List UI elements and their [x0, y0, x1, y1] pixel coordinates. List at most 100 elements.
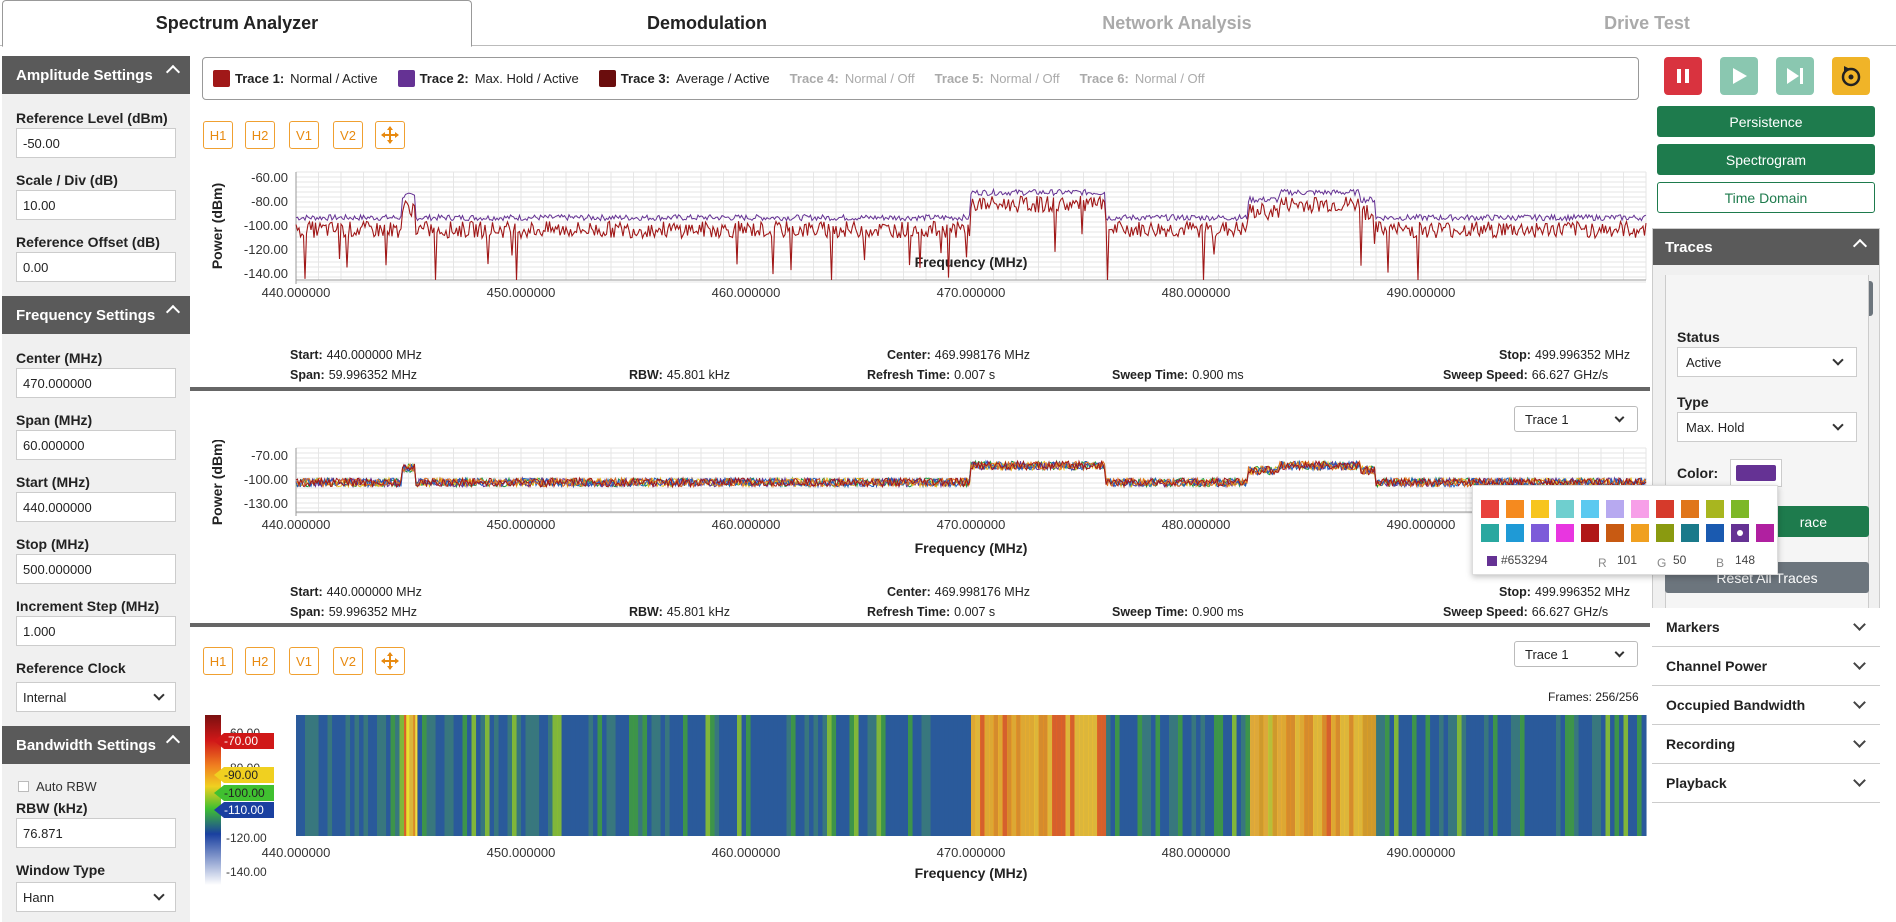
accordion-occupied-bandwidth[interactable]: Occupied Bandwidth: [1652, 686, 1880, 725]
trace-select-2[interactable]: Trace 1: [1514, 641, 1638, 667]
b-label: B: [1716, 556, 1725, 570]
r-label: R: [1598, 556, 1607, 570]
marker-v2-button[interactable]: V2: [333, 121, 363, 149]
color-swatch[interactable]: [1556, 524, 1574, 542]
type-select[interactable]: Max. Hold: [1677, 412, 1857, 442]
accordion-playback[interactable]: Playback: [1652, 764, 1880, 803]
color-swatch[interactable]: [1506, 524, 1524, 542]
color-swatch[interactable]: [1531, 524, 1549, 542]
color-swatch[interactable]: [1531, 500, 1549, 518]
increment-input[interactable]: 1.000: [16, 616, 176, 646]
color-swatch[interactable]: [1506, 500, 1524, 518]
color-swatch[interactable]: [1606, 524, 1624, 542]
ref-level-input[interactable]: -50.00: [16, 128, 176, 158]
move-button[interactable]: [375, 121, 405, 149]
time-domain-button[interactable]: Time Domain: [1657, 182, 1875, 213]
colorbar-threshold-tag[interactable]: -100.00: [214, 785, 274, 801]
color-swatch[interactable]: [1631, 500, 1649, 518]
color-swatch[interactable]: [1706, 500, 1724, 518]
status-select[interactable]: Active: [1677, 347, 1857, 377]
bandwidth-settings-header[interactable]: Bandwidth Settings: [2, 726, 190, 764]
color-swatch[interactable]: [1481, 500, 1499, 518]
colorbar-threshold-tag[interactable]: -70.00: [214, 733, 274, 749]
amplitude-settings-header[interactable]: Amplitude Settings: [2, 56, 190, 94]
color-swatch[interactable]: [1481, 524, 1499, 542]
center-input[interactable]: 470.000000: [16, 368, 176, 398]
frequency-settings-header[interactable]: Frequency Settings: [2, 296, 190, 334]
trace-1-line: [295, 194, 1647, 281]
r-value[interactable]: 101: [1617, 553, 1638, 567]
chevron-up-icon: [165, 734, 181, 750]
legend-item-trace-2[interactable]: Trace 2: Max. Hold / Active: [397, 70, 579, 87]
legend-item-trace-4[interactable]: Trace 4: Normal / Off: [790, 71, 915, 86]
legend-item-trace-6[interactable]: Trace 6: Normal / Off: [1080, 71, 1205, 86]
color-swatch[interactable]: [1581, 524, 1599, 542]
reset-button[interactable]: [1832, 57, 1870, 95]
tab-drive-test[interactable]: Drive Test: [1604, 12, 1690, 33]
window-type-select[interactable]: Hann: [16, 882, 176, 912]
spectrogram-image: [296, 715, 1647, 836]
start-input[interactable]: 440.000000: [16, 492, 176, 522]
rbw-input[interactable]: 76.871: [16, 818, 176, 848]
traces-header[interactable]: Traces: [1653, 229, 1879, 265]
accordion-recording[interactable]: Recording: [1652, 725, 1880, 764]
spectrogram-button[interactable]: Spectrogram: [1657, 144, 1875, 175]
trace-legend: Trace 1: Normal / Active Trace 2: Max. Hold…: [202, 57, 1639, 100]
color-swatch[interactable]: [1556, 500, 1574, 518]
legend-item-trace-3[interactable]: Trace 3: Average / Active: [598, 70, 770, 87]
trace-select-1[interactable]: Trace 1: [1514, 406, 1638, 432]
accordion-markers[interactable]: Markers: [1652, 608, 1880, 647]
color-swatch[interactable]: [1581, 500, 1599, 518]
colorbar-threshold-tag[interactable]: -90.00: [214, 767, 274, 783]
color-swatch[interactable]: [1656, 524, 1674, 542]
y-tick-label: -130.00: [244, 496, 288, 511]
move-button[interactable]: [375, 647, 405, 675]
marker-h1-button[interactable]: H1: [203, 121, 233, 149]
color-swatch[interactable]: [1706, 524, 1724, 542]
color-swatch[interactable]: [1606, 500, 1624, 518]
x-tick-label: 480.000000: [1162, 285, 1231, 300]
span-input[interactable]: 60.000000: [16, 430, 176, 460]
ref-offset-input[interactable]: 0.00: [16, 252, 176, 282]
hex-value[interactable]: #653294: [1501, 553, 1548, 567]
color-swatch[interactable]: [1731, 500, 1749, 518]
color-swatch[interactable]: [1756, 524, 1774, 542]
color-swatch-button[interactable]: [1730, 459, 1782, 487]
b-value[interactable]: 148: [1735, 553, 1756, 567]
legend-item-trace-5[interactable]: Trace 5: Normal / Off: [935, 71, 1060, 86]
skip-forward-icon: [1787, 68, 1803, 84]
g-label: G: [1657, 556, 1667, 570]
persistence-button[interactable]: Persistence: [1657, 106, 1875, 137]
g-value[interactable]: 50: [1673, 553, 1687, 567]
color-swatch[interactable]: [1631, 524, 1649, 542]
accordion-label: Occupied Bandwidth: [1666, 697, 1806, 713]
marker-h1-button[interactable]: H1: [203, 647, 233, 675]
marker-v1-button[interactable]: V1: [289, 121, 319, 149]
legend-item-trace-1[interactable]: Trace 1: Normal / Active: [213, 70, 378, 87]
tab-network-analysis[interactable]: Network Analysis: [1102, 12, 1252, 33]
color-swatch[interactable]: [1656, 500, 1674, 518]
ref-clock-select[interactable]: Internal: [16, 682, 176, 712]
x-tick-label: 470.000000: [937, 845, 1006, 860]
color-swatch[interactable]: [1681, 500, 1699, 518]
scale-div-input[interactable]: 10.00: [16, 190, 176, 220]
accordion-channel-power[interactable]: Channel Power: [1652, 647, 1880, 686]
stop-input[interactable]: 500.000000: [16, 554, 176, 584]
marker-v1-button[interactable]: V1: [289, 647, 319, 675]
resize-divider[interactable]: [190, 623, 1650, 627]
resize-divider[interactable]: [190, 387, 1650, 391]
marker-h2-button[interactable]: H2: [245, 121, 275, 149]
stop-label: Stop (MHz): [16, 536, 90, 552]
marker-v2-button[interactable]: V2: [333, 647, 363, 675]
marker-h2-button[interactable]: H2: [245, 647, 275, 675]
pause-button[interactable]: [1664, 57, 1702, 95]
tab-spectrum-analyzer[interactable]: Spectrum Analyzer: [2, 0, 472, 47]
color-swatch[interactable]: [1681, 524, 1699, 542]
tab-demodulation[interactable]: Demodulation: [647, 12, 767, 33]
x-axis-label: Frequency (MHz): [915, 865, 1028, 881]
auto-rbw-checkbox[interactable]: [18, 781, 29, 792]
play-button[interactable]: [1720, 57, 1758, 95]
step-button[interactable]: [1776, 57, 1814, 95]
colorbar-threshold-tag[interactable]: -110.00: [214, 802, 274, 818]
color-swatch[interactable]: [1731, 524, 1749, 542]
